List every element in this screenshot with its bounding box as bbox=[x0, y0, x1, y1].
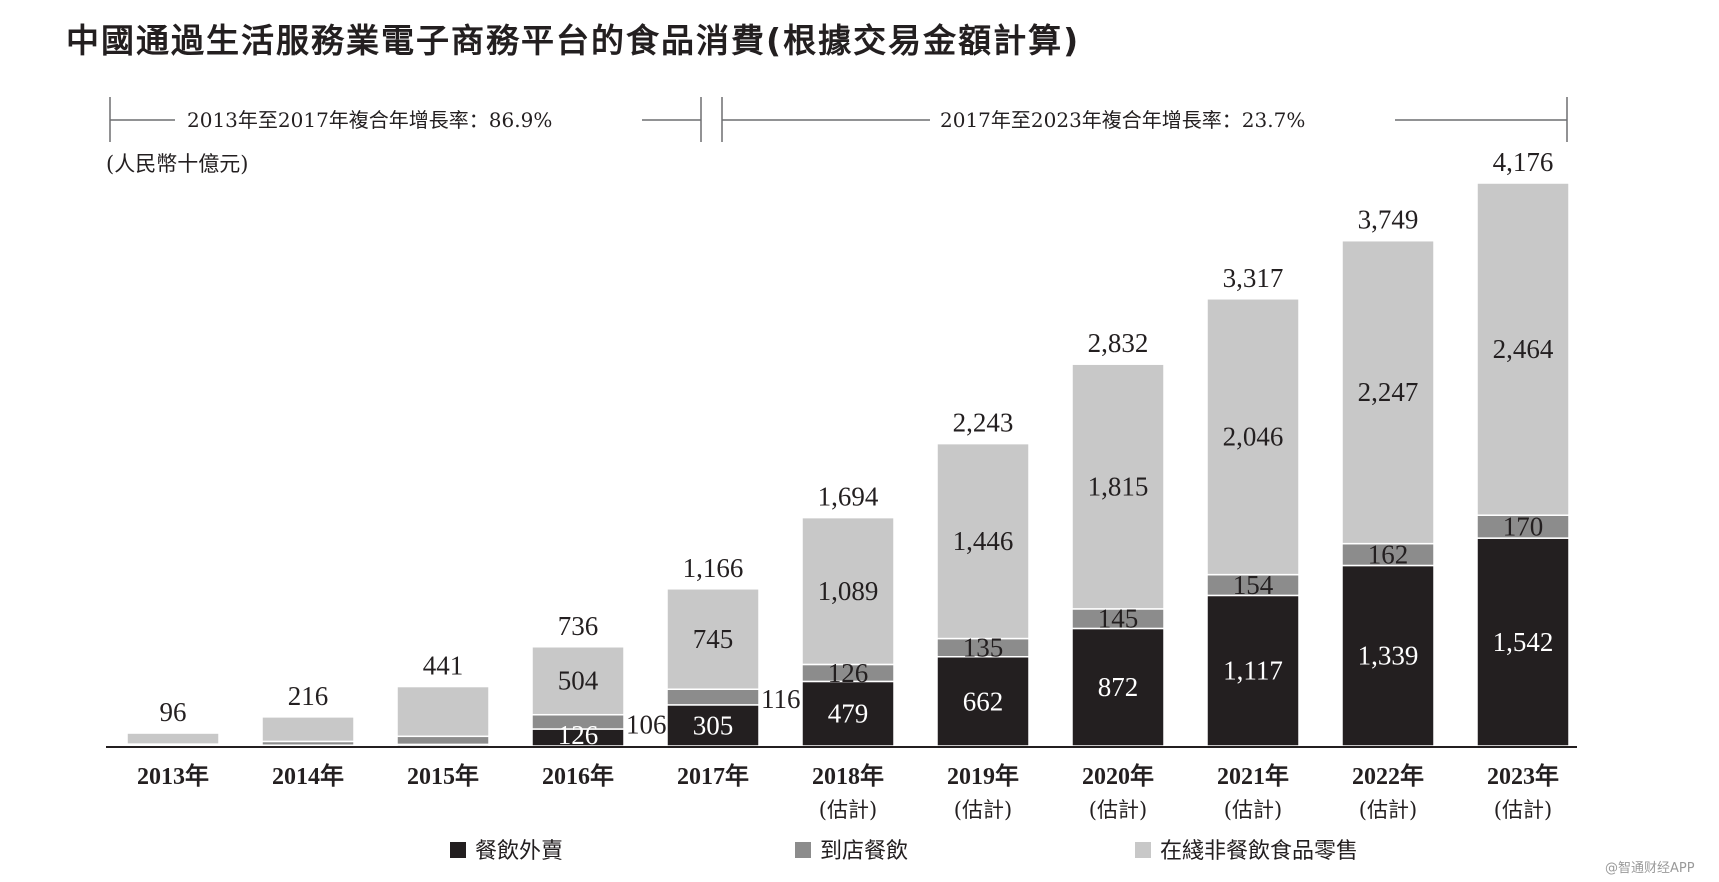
data-label-retail-2016年: 504 bbox=[558, 666, 599, 696]
data-label-dine-in-2018年: 126 bbox=[828, 658, 869, 688]
x-tick-label-2023年: 2023年 bbox=[1487, 762, 1559, 790]
cagr-label-2013-2017: 2013年至2017年複合年增長率：86.9% bbox=[187, 108, 552, 132]
total-label-2015年: 441 bbox=[423, 651, 464, 681]
watermark: @智通财经APP bbox=[1605, 861, 1695, 876]
total-label-2014年: 216 bbox=[288, 681, 329, 711]
cagr-label-2017-2023: 2017年至2023年複合年增長率：23.7% bbox=[940, 108, 1305, 132]
data-label-delivery-2017年: 305 bbox=[693, 710, 734, 740]
bar-dine-in-2015年 bbox=[396, 735, 490, 746]
legend-swatch-retail bbox=[1135, 842, 1151, 858]
legend-label-dine-in: 到店餐飲 bbox=[820, 839, 908, 864]
x-tick-sublabel-2023年: (估計) bbox=[1494, 798, 1552, 822]
total-label-2019年: 2,243 bbox=[953, 408, 1014, 438]
x-tick-label-2022年: 2022年 bbox=[1352, 762, 1424, 790]
x-tick-sublabel-2022年: (估計) bbox=[1359, 798, 1417, 822]
total-label-2023年: 4,176 bbox=[1493, 147, 1554, 177]
data-label-retail-2020年: 1,815 bbox=[1088, 472, 1149, 502]
bar-retail-2021年 bbox=[1206, 298, 1300, 576]
total-label-2020年: 2,832 bbox=[1088, 328, 1149, 358]
bar-retail-2023年 bbox=[1476, 182, 1570, 516]
data-label-delivery-2023年: 1,542 bbox=[1493, 627, 1554, 657]
x-tick-label-2020年: 2020年 bbox=[1082, 762, 1154, 790]
data-label-delivery-2016年: 126 bbox=[558, 720, 599, 750]
bar-delivery-2023年 bbox=[1476, 537, 1570, 747]
legend-swatch-delivery bbox=[450, 842, 466, 858]
data-label-delivery-2020年: 872 bbox=[1098, 672, 1139, 702]
data-label-dine-in-2021年: 154 bbox=[1233, 570, 1274, 600]
x-tick-sublabel-2020年: (估計) bbox=[1089, 798, 1147, 822]
data-label-dine-in-2022年: 162 bbox=[1368, 540, 1409, 570]
bar-retail-2017年 bbox=[666, 588, 760, 690]
data-label-retail-2019年: 1,446 bbox=[953, 526, 1014, 556]
x-tick-label-2021年: 2021年 bbox=[1217, 762, 1289, 790]
x-tick-label-2019年: 2019年 bbox=[947, 762, 1019, 790]
x-tick-label-2013年: 2013年 bbox=[137, 762, 209, 790]
bar-retail-2022年 bbox=[1341, 239, 1435, 545]
legend-label-retail: 在綫非餐飲食品零售 bbox=[1160, 839, 1358, 864]
bars-group: 96 216 441 126 106 504 736 305 116 745 1,166 479 126… bbox=[126, 147, 1570, 750]
data-label-delivery-2018年: 479 bbox=[828, 699, 869, 729]
bar-retail-2013年 bbox=[126, 732, 220, 745]
data-label-retail-2021年: 2,046 bbox=[1223, 422, 1284, 452]
data-label-retail-2022年: 2,247 bbox=[1358, 377, 1419, 407]
data-label-delivery-2021年: 1,117 bbox=[1223, 656, 1283, 686]
bar-delivery-2022年 bbox=[1341, 564, 1435, 747]
x-tick-label-2017年: 2017年 bbox=[677, 762, 749, 790]
bar-dine-in-2017年 bbox=[666, 688, 760, 706]
total-label-2017年: 1,166 bbox=[683, 553, 744, 583]
bar-retail-2020年 bbox=[1071, 363, 1165, 610]
data-label-dine-in-2020年: 145 bbox=[1098, 604, 1139, 634]
bar-retail-2019年 bbox=[936, 442, 1030, 640]
legend: 餐飲外賣 到店餐飲 在綫非餐飲食品零售 bbox=[450, 839, 1358, 864]
x-tick-sublabel-2021年: (估計) bbox=[1224, 798, 1282, 822]
bar-retail-2016年 bbox=[531, 646, 625, 716]
x-tick-label-2015年: 2015年 bbox=[407, 762, 479, 790]
bar-delivery-2020年 bbox=[1071, 627, 1165, 747]
data-label-retail-2017年: 745 bbox=[693, 624, 734, 654]
data-label-retail-2023年: 2,464 bbox=[1493, 334, 1554, 364]
x-axis-labels: 2013年 2014年 2015年 2016年 2017年 2018年 (估計) 2019年 (… bbox=[137, 762, 1559, 822]
data-label-dine-in-2017年: 116 bbox=[761, 684, 801, 714]
cagr-bracket-2013-2017: 2013年至2017年複合年增長率：86.9% bbox=[109, 97, 702, 142]
data-label-retail-2018年: 1,089 bbox=[818, 576, 879, 606]
x-tick-label-2014年: 2014年 bbox=[272, 762, 344, 790]
total-label-2022年: 3,749 bbox=[1358, 205, 1419, 235]
total-label-2018年: 1,694 bbox=[818, 482, 879, 512]
data-label-delivery-2022年: 1,339 bbox=[1358, 641, 1419, 671]
legend-swatch-dine-in bbox=[795, 842, 811, 858]
legend-label-delivery: 餐飲外賣 bbox=[475, 839, 563, 864]
bar-retail-2018年 bbox=[801, 516, 895, 666]
bar-retail-2014年 bbox=[261, 716, 355, 743]
x-tick-label-2016年: 2016年 bbox=[542, 762, 614, 790]
chart-title: 中國通過生活服務業電子商務平台的食品消費(根據交易金額計算) bbox=[66, 21, 1081, 60]
x-tick-sublabel-2019年: (估計) bbox=[954, 798, 1012, 822]
bar-delivery-2019年 bbox=[936, 656, 1030, 747]
x-tick-sublabel-2018年: (估計) bbox=[819, 798, 877, 822]
bar-delivery-2021年 bbox=[1206, 594, 1300, 747]
total-label-2021年: 3,317 bbox=[1223, 263, 1284, 293]
data-label-dine-in-2023年: 170 bbox=[1503, 512, 1544, 542]
data-label-dine-in-2016年: 106 bbox=[626, 710, 667, 740]
total-label-2013年: 96 bbox=[160, 697, 187, 727]
total-label-2016年: 736 bbox=[558, 611, 599, 641]
data-label-delivery-2019年: 662 bbox=[963, 686, 1004, 716]
unit-label: (人民幣十億元) bbox=[106, 152, 248, 176]
data-label-dine-in-2019年: 135 bbox=[963, 633, 1004, 663]
cagr-bracket-2017-2023: 2017年至2023年複合年增長率：23.7% bbox=[721, 97, 1568, 142]
bar-delivery-2018年 bbox=[801, 680, 895, 747]
bar-retail-2015年 bbox=[396, 685, 490, 738]
x-tick-label-2018年: 2018年 bbox=[812, 762, 884, 790]
